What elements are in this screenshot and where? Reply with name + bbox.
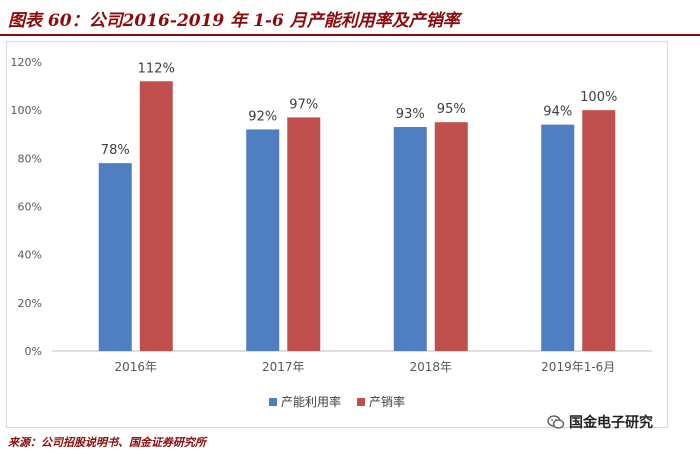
- data-label: 78%: [101, 143, 130, 158]
- legend-swatch: [357, 398, 365, 406]
- source-note: 来源：公司招股说明书、国金证券研究所: [8, 436, 206, 449]
- data-label: 93%: [396, 107, 425, 122]
- data-label: 112%: [138, 61, 175, 76]
- chart-frame: 0% 20% 40% 60% 80% 100% 120% 2016年 78% 112% 2017年 9…: [6, 41, 668, 428]
- y-tick-label: 80%: [18, 152, 42, 165]
- bar-sales-rate: [139, 81, 173, 351]
- data-label: 100%: [580, 90, 617, 105]
- watermark: 国金电子研究: [547, 412, 693, 432]
- y-tick-label: 60%: [18, 201, 42, 214]
- y-tick-label: 120%: [11, 56, 42, 69]
- bar-capacity-utilization: [98, 163, 132, 351]
- legend-label: 产能利用率: [281, 394, 341, 409]
- legend-swatch: [269, 398, 277, 406]
- title-bar: 图表 60：公司2016-2019 年 1-6 月产能利用率及产销率: [0, 0, 700, 36]
- figure-title: 图表 60：公司2016-2019 年 1-6 月产能利用率及产销率: [8, 11, 460, 31]
- y-tick-label: 100%: [11, 104, 42, 117]
- y-tick-label: 0%: [25, 345, 42, 358]
- bar-capacity-utilization: [541, 124, 575, 351]
- data-label: 94%: [543, 105, 572, 120]
- bar-sales-rate: [434, 122, 468, 351]
- legend-label: 产销率: [369, 394, 405, 409]
- data-label: 92%: [248, 109, 277, 124]
- bar-sales-rate: [287, 117, 321, 352]
- y-tick-label: 40%: [18, 249, 42, 262]
- x-tick-label: 2016年: [114, 360, 157, 374]
- data-label: 97%: [289, 97, 318, 112]
- bar-chart: 0% 20% 40% 60% 80% 100% 120% 2016年 78% 112% 2017年 9…: [11, 56, 652, 409]
- x-tick-label: 2018年: [409, 360, 452, 374]
- watermark-text: 国金电子研究: [569, 415, 653, 431]
- x-tick-label: 2019年1-6月: [541, 360, 615, 374]
- wechat-icon: [547, 415, 565, 429]
- bar-sales-rate: [582, 110, 616, 352]
- y-tick-label: 20%: [18, 297, 42, 310]
- data-label: 95%: [437, 102, 466, 117]
- bar-capacity-utilization: [246, 129, 280, 351]
- x-tick-label: 2017年: [262, 360, 305, 374]
- bar-capacity-utilization: [393, 127, 427, 352]
